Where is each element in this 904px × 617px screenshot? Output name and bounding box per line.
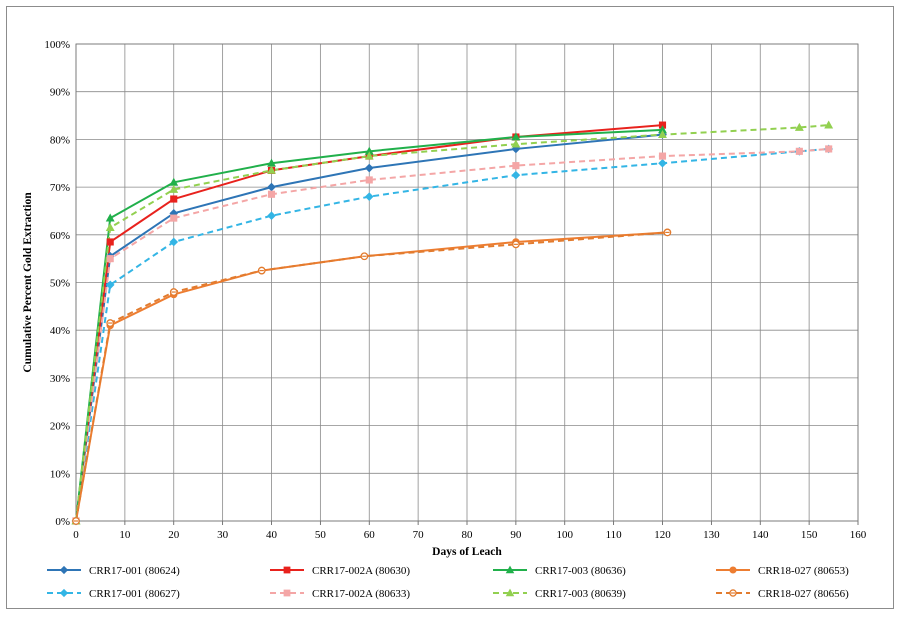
legend-label: CRR17-002A (80630) <box>312 565 410 577</box>
data-point <box>59 565 69 575</box>
chart-frame: 0% 10% 20% 30% 40% 50% 60% 70% 80% 90% 100% 0 10 20 30… <box>6 6 894 609</box>
data-point <box>106 238 114 246</box>
data-point <box>511 170 521 180</box>
data-point <box>364 163 374 173</box>
data-point <box>658 152 667 160</box>
x-tick-label: 80 <box>462 529 474 541</box>
x-tick-label: 50 <box>315 529 327 541</box>
data-point <box>267 190 276 198</box>
x-tick-label: 60 <box>364 529 376 541</box>
y-tick-label: 60% <box>50 230 70 242</box>
data-point <box>512 162 520 170</box>
y-tick-label: 20% <box>50 421 70 433</box>
data-point <box>169 184 179 193</box>
y-tick-label: 90% <box>50 87 70 99</box>
data-point <box>105 280 115 290</box>
data-point <box>170 214 178 222</box>
legend-item: CRR17-001 (80624) <box>47 565 180 577</box>
x-axis-label: Days of Leach <box>432 546 502 558</box>
y-tick-label: 30% <box>50 373 70 385</box>
y-tick-label: 40% <box>50 325 70 337</box>
x-tick-label: 20 <box>168 529 180 541</box>
tick-labels: 0% 10% 20% 30% 40% 50% 60% 70% 80% 90% 100% 0 10 20 30… <box>44 39 866 541</box>
data-point <box>365 176 373 184</box>
y-tick-label: 0% <box>55 516 70 528</box>
data-point <box>658 158 667 168</box>
legend-label: CRR17-002A (80633) <box>312 588 410 600</box>
data-point <box>283 589 291 597</box>
y-tick-label: 100% <box>44 39 70 51</box>
plot-area <box>75 43 859 522</box>
x-tick-label: 110 <box>606 529 623 541</box>
data-point <box>267 165 276 174</box>
series-lines <box>75 124 829 522</box>
series-markers-8 <box>72 228 672 525</box>
chart-svg: 0% 10% 20% 30% 40% 50% 60% 70% 80% 90% 100% 0 10 20 30… <box>22 39 867 600</box>
x-tick-label: 70 <box>413 529 425 541</box>
data-point <box>267 182 276 192</box>
data-point <box>59 588 69 598</box>
series-line-4 <box>75 231 668 522</box>
legend-label: CRR18-027 (80656) <box>758 588 849 600</box>
data-point <box>505 565 515 574</box>
data-point <box>364 192 374 201</box>
data-point <box>106 255 114 263</box>
data-point <box>283 566 291 574</box>
data-point <box>505 588 515 597</box>
x-tick-label: 40 <box>266 529 278 541</box>
data-point <box>795 147 803 155</box>
data-point <box>170 195 178 203</box>
x-tick-label: 130 <box>703 529 720 541</box>
series-markers <box>71 120 834 526</box>
x-tick-label: 10 <box>119 529 131 541</box>
y-axis-label: Cumulative Percent Gold Extraction <box>22 192 34 373</box>
grid <box>75 43 859 525</box>
x-tick-label: 90 <box>510 529 522 541</box>
legend-label: CRR18-027 (80653) <box>758 565 849 577</box>
data-point <box>825 145 833 153</box>
data-point <box>729 566 737 574</box>
legend-item: CRR17-003 (80639) <box>493 588 626 600</box>
data-point <box>511 139 521 148</box>
x-tick-label: 0 <box>73 529 79 541</box>
series-line-5 <box>75 147 829 522</box>
data-point <box>105 223 115 232</box>
series-markers-7 <box>71 120 834 525</box>
legend-label: CRR17-001 (80624) <box>89 565 180 577</box>
x-tick-label: 160 <box>850 529 867 541</box>
data-point <box>364 151 374 160</box>
legend-label: CRR17-003 (80636) <box>535 565 626 577</box>
legend-item: CRR18-027 (80653) <box>716 565 849 577</box>
data-point <box>824 120 834 129</box>
x-tick-label: 30 <box>217 529 229 541</box>
y-tick-label: 10% <box>50 468 70 480</box>
legend-label: CRR17-003 (80639) <box>535 588 626 600</box>
series-line-7 <box>75 124 829 522</box>
y-tick-label: 80% <box>50 134 70 146</box>
x-tick-label: 100 <box>557 529 574 541</box>
legend-item: CRR17-002A (80630) <box>270 565 410 577</box>
y-tick-label: 50% <box>50 278 70 290</box>
series-markers-4 <box>72 228 672 525</box>
data-point <box>794 122 804 131</box>
legend-item: CRR17-003 (80636) <box>493 565 626 577</box>
legend-item: CRR18-027 (80656) <box>716 588 849 600</box>
data-point <box>105 213 115 222</box>
y-tick-label: 70% <box>50 182 70 194</box>
legend-item: CRR17-001 (80627) <box>47 588 180 600</box>
series-markers-6 <box>72 145 833 525</box>
series-markers-5 <box>71 144 833 526</box>
x-tick-label: 120 <box>654 529 671 541</box>
x-tick-label: 150 <box>801 529 818 541</box>
legend-item: CRR17-002A (80633) <box>270 588 410 600</box>
data-point <box>169 237 179 247</box>
legend-label: CRR17-001 (80627) <box>89 588 180 600</box>
legend: CRR17-001 (80624) CRR17-002A (80630) CRR17… <box>47 565 849 600</box>
series-line-6 <box>75 147 829 522</box>
data-point <box>658 130 667 139</box>
x-tick-label: 140 <box>752 529 769 541</box>
data-point <box>267 211 276 221</box>
series-line-8 <box>75 231 668 522</box>
